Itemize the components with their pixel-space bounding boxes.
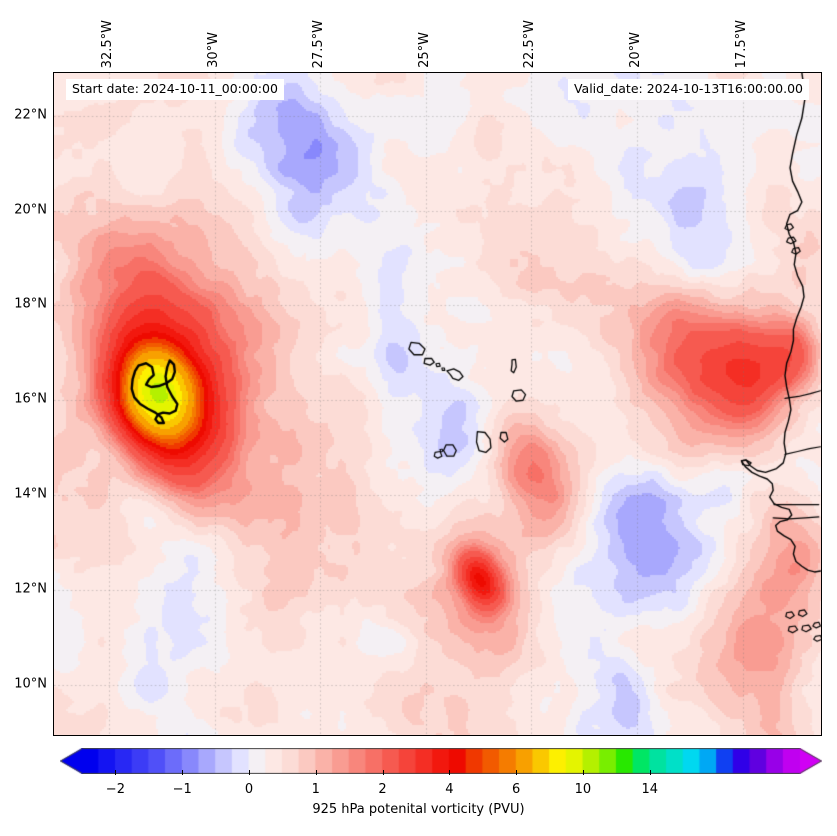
x-tick-label: 22.5°W bbox=[522, 19, 538, 68]
colorbar-tick-label: −1 bbox=[172, 782, 192, 797]
valid-date-annotation: Valid_date: 2024-10-13T16:00:00.00 bbox=[567, 79, 809, 100]
x-tick-label: 30°W bbox=[205, 32, 221, 68]
colorbar-label: 925 hPa potenital vorticity (PVU) bbox=[312, 802, 525, 817]
x-tick-label: 20°W bbox=[628, 32, 644, 68]
y-tick-label: 18°N bbox=[14, 296, 47, 312]
y-tick-label: 20°N bbox=[14, 202, 47, 218]
start-date-annotation: Start date: 2024-10-11_00:00:00 bbox=[66, 79, 284, 100]
y-tick-label: 10°N bbox=[14, 676, 47, 692]
colorbar-tick-label: −2 bbox=[105, 782, 125, 797]
colorbar: −2 −1 0 1 2 4 6 10 14 925 hPa potenital vorticit… bbox=[0, 744, 837, 836]
colorbar-tick-mark bbox=[315, 770, 317, 775]
x-tick-label: 17.5°W bbox=[733, 19, 749, 68]
colorbar-tick-mark bbox=[115, 770, 117, 775]
colorbar-tick-label: 2 bbox=[378, 782, 387, 797]
colorbar-tick-label: 6 bbox=[511, 782, 521, 797]
map-plot-area[interactable]: Start date: 2024-10-11_00:00:00 Valid_da… bbox=[53, 72, 822, 736]
colorbar-tick-mark bbox=[248, 770, 250, 775]
colorbar-tick-mark bbox=[449, 770, 451, 775]
colorbar-tick-label: 1 bbox=[311, 782, 320, 797]
colorbar-tick-mark bbox=[649, 770, 651, 775]
colorbar-tick-mark bbox=[182, 770, 184, 775]
colorbar-tick-mark bbox=[516, 770, 518, 775]
colorbar-tick-mark bbox=[582, 770, 584, 775]
colorbar-swatches bbox=[60, 748, 822, 774]
x-tick-label: 25°W bbox=[416, 32, 432, 68]
y-tick-label: 22°N bbox=[14, 107, 47, 123]
y-tick-label: 16°N bbox=[14, 391, 47, 407]
colorbar-tick-label: 14 bbox=[641, 782, 658, 797]
colorbar-tick-mark bbox=[382, 770, 384, 775]
x-tick-label: 32.5°W bbox=[99, 19, 115, 68]
y-tick-label: 12°N bbox=[14, 581, 47, 597]
x-tick-label: 27.5°W bbox=[311, 19, 327, 68]
colorbar-tick-label: 0 bbox=[244, 782, 254, 797]
colorbar-tick-label: 4 bbox=[445, 782, 454, 797]
y-tick-label: 14°N bbox=[14, 486, 47, 502]
colorbar-tick-label: 10 bbox=[574, 782, 592, 797]
coastlines-and-gridlines-overlay bbox=[54, 73, 821, 735]
